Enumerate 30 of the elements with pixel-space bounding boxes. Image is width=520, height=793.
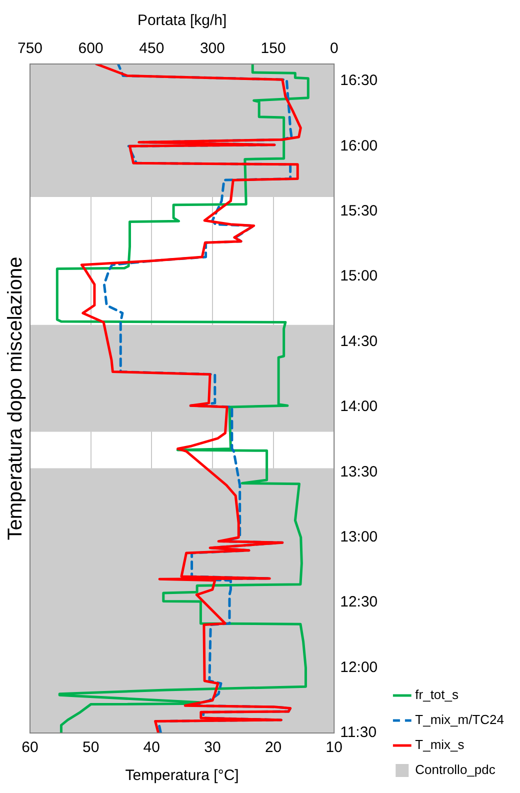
x-tick-label: 50 (82, 739, 100, 756)
x2-tick-label: 150 (260, 40, 286, 58)
x-tick-label: 30 (204, 739, 221, 756)
y-tick-label: 15:30 (340, 202, 378, 220)
x2-tick-label: 600 (78, 40, 104, 58)
x2-tick-label: 300 (200, 40, 225, 58)
x-tick-label: 10 (326, 739, 342, 756)
x2-tick-label: 0 (330, 40, 338, 58)
y-tick-label: 11:30 (340, 724, 377, 742)
x2-tick-label: 450 (139, 40, 164, 58)
legend-label: T_mix_m/TC24 (415, 712, 504, 728)
y-tick-label: 14:00 (340, 398, 378, 416)
x-tick-label: 60 (22, 739, 38, 756)
y-tick-label: 16:30 (340, 72, 378, 90)
x-tick-label: 40 (143, 739, 160, 756)
y-tick-label: 14:30 (340, 332, 378, 350)
legend-label: Controllo_pdc (415, 762, 496, 778)
x-tick-label: 20 (264, 739, 282, 756)
y-tick-label: 13:00 (340, 528, 378, 546)
legend-label: T_mix_s (415, 737, 465, 752)
legend-label: fr_tot_s (415, 687, 460, 702)
y-tick-label: 16:00 (340, 137, 378, 154)
x-axis-title: Temperatura [°C] (125, 767, 239, 784)
text: Temperatura dopo miscelazione (4, 256, 27, 540)
y-tick-label: 15:00 (340, 268, 378, 285)
y-tick-label: 12:30 (340, 594, 378, 611)
x2-tick-label: 750 (17, 40, 43, 58)
y-tick-label: 12:00 (340, 658, 378, 676)
x2-axis-title: Portata [kg/h] (137, 12, 227, 30)
y-tick-label: 13:30 (340, 463, 378, 480)
